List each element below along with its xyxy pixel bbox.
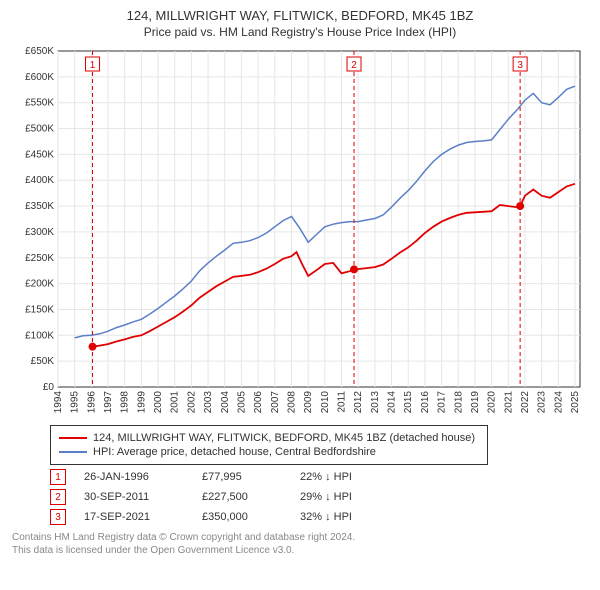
- svg-text:2003: 2003: [203, 391, 214, 414]
- page-subtitle: Price paid vs. HM Land Registry's House …: [8, 25, 592, 39]
- price-chart: £0£50K£100K£150K£200K£250K£300K£350K£400…: [12, 47, 588, 417]
- event-marker-1: 1: [50, 469, 66, 485]
- svg-text:2014: 2014: [387, 391, 398, 414]
- event-price-1: £77,995: [202, 471, 282, 483]
- legend-row-hpi: HPI: Average price, detached house, Cent…: [59, 446, 479, 458]
- event-row-1: 1 26-JAN-1996 £77,995 22% ↓ HPI: [50, 469, 588, 485]
- svg-text:1995: 1995: [70, 391, 81, 414]
- event-price-2: £227,500: [202, 491, 282, 503]
- legend-label-price-paid: 124, MILLWRIGHT WAY, FLITWICK, BEDFORD, …: [93, 432, 475, 444]
- svg-text:2006: 2006: [253, 391, 264, 414]
- svg-text:1996: 1996: [86, 391, 97, 414]
- svg-text:2018: 2018: [453, 391, 464, 414]
- legend: 124, MILLWRIGHT WAY, FLITWICK, BEDFORD, …: [50, 425, 488, 465]
- svg-text:£300K: £300K: [25, 227, 54, 238]
- event-row-3: 3 17-SEP-2021 £350,000 32% ↓ HPI: [50, 509, 588, 525]
- svg-text:£250K: £250K: [25, 253, 54, 264]
- event-delta-1: 22% ↓ HPI: [300, 471, 400, 483]
- svg-text:2012: 2012: [353, 391, 364, 414]
- svg-text:2009: 2009: [303, 391, 314, 414]
- svg-text:2011: 2011: [337, 391, 348, 413]
- svg-text:£500K: £500K: [25, 124, 54, 135]
- svg-text:2001: 2001: [170, 391, 181, 414]
- svg-text:2010: 2010: [320, 391, 331, 414]
- footer-line2: This data is licensed under the Open Gov…: [12, 544, 588, 557]
- event-marker-2: 2: [50, 489, 66, 505]
- svg-text:2004: 2004: [220, 391, 231, 414]
- event-date-3: 17-SEP-2021: [84, 511, 184, 523]
- svg-text:£650K: £650K: [25, 47, 54, 57]
- svg-text:1999: 1999: [136, 391, 147, 414]
- event-delta-3: 32% ↓ HPI: [300, 511, 400, 523]
- svg-text:£600K: £600K: [25, 72, 54, 83]
- svg-text:2025: 2025: [570, 391, 581, 414]
- svg-text:£450K: £450K: [25, 149, 54, 160]
- svg-text:2021: 2021: [503, 391, 514, 414]
- events-table: 1 26-JAN-1996 £77,995 22% ↓ HPI 2 30-SEP…: [50, 469, 588, 525]
- chart-container: £0£50K£100K£150K£200K£250K£300K£350K£400…: [12, 47, 588, 417]
- legend-swatch-hpi: [59, 451, 87, 453]
- event-row-2: 2 30-SEP-2011 £227,500 29% ↓ HPI: [50, 489, 588, 505]
- event-delta-2: 29% ↓ HPI: [300, 491, 400, 503]
- event-marker-3: 3: [50, 509, 66, 525]
- svg-text:2007: 2007: [270, 391, 281, 414]
- svg-text:2022: 2022: [520, 391, 531, 414]
- event-date-1: 26-JAN-1996: [84, 471, 184, 483]
- svg-text:2002: 2002: [186, 391, 197, 414]
- svg-text:2023: 2023: [537, 391, 548, 414]
- event-price-3: £350,000: [202, 511, 282, 523]
- svg-text:£350K: £350K: [25, 201, 54, 212]
- svg-text:1994: 1994: [53, 391, 64, 414]
- legend-label-hpi: HPI: Average price, detached house, Cent…: [93, 446, 376, 458]
- svg-text:£150K: £150K: [25, 304, 54, 315]
- svg-text:3: 3: [517, 60, 523, 71]
- svg-text:2024: 2024: [553, 391, 564, 414]
- svg-text:2008: 2008: [286, 391, 297, 414]
- svg-text:1: 1: [90, 60, 96, 71]
- svg-text:2016: 2016: [420, 391, 431, 414]
- svg-text:2013: 2013: [370, 391, 381, 414]
- legend-row-price-paid: 124, MILLWRIGHT WAY, FLITWICK, BEDFORD, …: [59, 432, 479, 444]
- svg-text:£550K: £550K: [25, 98, 54, 109]
- event-date-2: 30-SEP-2011: [84, 491, 184, 503]
- svg-text:£100K: £100K: [25, 330, 54, 341]
- svg-text:£400K: £400K: [25, 175, 54, 186]
- svg-text:£50K: £50K: [31, 356, 55, 367]
- page-title: 124, MILLWRIGHT WAY, FLITWICK, BEDFORD, …: [8, 8, 592, 23]
- svg-text:2020: 2020: [487, 391, 498, 414]
- svg-text:2015: 2015: [403, 391, 414, 414]
- footer-line1: Contains HM Land Registry data © Crown c…: [12, 531, 588, 544]
- svg-text:2005: 2005: [236, 391, 247, 414]
- footer: Contains HM Land Registry data © Crown c…: [12, 531, 588, 557]
- svg-text:2: 2: [351, 60, 357, 71]
- svg-text:£200K: £200K: [25, 279, 54, 290]
- svg-text:1997: 1997: [103, 391, 114, 414]
- svg-text:2019: 2019: [470, 391, 481, 414]
- svg-text:2000: 2000: [153, 391, 164, 414]
- svg-text:1998: 1998: [120, 391, 131, 414]
- svg-text:2017: 2017: [437, 391, 448, 414]
- legend-swatch-price-paid: [59, 437, 87, 439]
